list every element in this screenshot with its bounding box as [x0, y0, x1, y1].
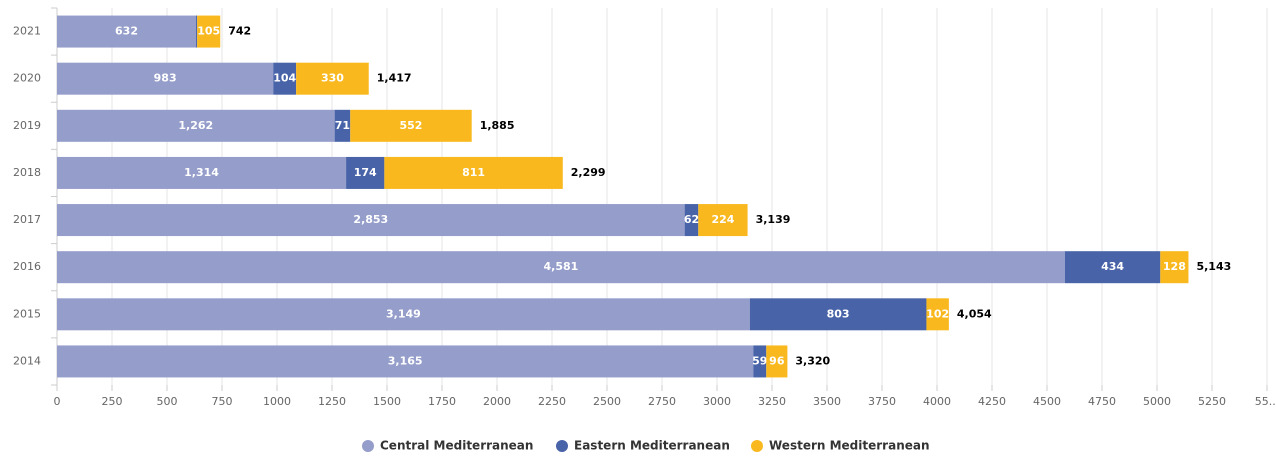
x-tick-label: 1750: [428, 395, 456, 408]
bar-label: 811: [462, 166, 485, 179]
x-tick-label: 3000: [703, 395, 731, 408]
bar-label: 4,581: [544, 260, 579, 273]
bar-label: 128: [1163, 260, 1186, 273]
bar-segment: [346, 156, 385, 189]
x-tick-label: 55...: [1255, 395, 1276, 408]
bar-label: 71: [335, 119, 350, 132]
bar-label: 552: [399, 119, 422, 132]
bar-segment: [57, 62, 274, 95]
bar-segment: [196, 15, 198, 48]
x-tick-label: 1500: [373, 395, 401, 408]
x-tick-label: 2250: [538, 395, 566, 408]
bar-segment: [57, 15, 197, 48]
x-tick-label: 4250: [978, 395, 1006, 408]
bar-segment: [296, 62, 369, 95]
bar-label: 983: [154, 72, 177, 85]
legend-label: Eastern Mediterranean: [574, 439, 730, 453]
legend-label: Western Mediterranean: [769, 439, 930, 453]
y-tick-label: 2021: [13, 25, 41, 38]
x-tick-label: 4000: [923, 395, 951, 408]
total-label: 742: [228, 25, 251, 38]
bar-segment: [698, 204, 748, 237]
y-tick-label: 2019: [13, 119, 41, 132]
bar-segment: [57, 109, 335, 142]
bar-segment: [926, 298, 949, 331]
legend-marker: [556, 440, 568, 452]
bar-label: 104: [273, 72, 296, 85]
bar-label: 102: [926, 307, 949, 320]
bar-segment: [57, 251, 1065, 284]
y-tick-label: 2014: [13, 354, 41, 367]
bar-segment: [766, 345, 788, 378]
bar-label: 632: [115, 25, 138, 38]
bar-label: 1,262: [178, 119, 213, 132]
bar-label: 174: [354, 166, 377, 179]
bar-segment: [57, 298, 750, 331]
y-tick-label: 2015: [13, 307, 41, 320]
bar-label: 330: [321, 72, 344, 85]
x-tick-label: 5250: [1198, 395, 1226, 408]
bar-label: 803: [827, 307, 850, 320]
total-label: 2,299: [571, 166, 606, 179]
legend-marker: [362, 440, 374, 452]
x-tick-label: 4750: [1088, 395, 1116, 408]
y-tick-label: 2018: [13, 166, 41, 179]
total-label: 1,885: [480, 119, 515, 132]
bar-segment: [197, 15, 221, 48]
bar-label: 62: [684, 213, 699, 226]
legend-marker: [751, 440, 763, 452]
bar-segment: [57, 345, 754, 378]
bar-segment: [273, 62, 297, 95]
bar-label: 224: [711, 213, 734, 226]
total-label: 5,143: [1196, 260, 1231, 273]
bar-label: 59: [752, 354, 767, 367]
bar-segment: [753, 345, 767, 378]
total-label: 4,054: [957, 307, 992, 320]
x-tick-label: 250: [102, 395, 123, 408]
x-tick-label: 500: [157, 395, 178, 408]
bar-label: 434: [1101, 260, 1124, 273]
y-tick-label: 2020: [13, 72, 41, 85]
x-tick-label: 2000: [483, 395, 511, 408]
total-label: 1,417: [377, 72, 412, 85]
bar-label: 3,149: [386, 307, 421, 320]
legend-label: Central Mediterranean: [380, 439, 533, 453]
total-label: 3,320: [795, 354, 830, 367]
x-tick-label: 0: [54, 395, 61, 408]
bar-segment: [1160, 251, 1189, 284]
bar-segment: [1064, 251, 1161, 284]
bar-segment: [384, 156, 563, 189]
y-tick-label: 2016: [13, 260, 41, 273]
bar-segment: [684, 204, 699, 237]
bar-segment: [57, 156, 347, 189]
x-tick-label: 3750: [868, 395, 896, 408]
bar-segment: [749, 298, 927, 331]
bar-label: 2,853: [353, 213, 388, 226]
y-tick-label: 2017: [13, 213, 41, 226]
bar-segment: [350, 109, 472, 142]
bar-label: 3,165: [388, 354, 423, 367]
x-tick-label: 3250: [758, 395, 786, 408]
x-tick-label: 2750: [648, 395, 676, 408]
bar-segment: [57, 204, 685, 237]
bar-label: 1,314: [184, 166, 219, 179]
x-tick-label: 3500: [813, 395, 841, 408]
x-tick-label: 1250: [318, 395, 346, 408]
total-label: 3,139: [756, 213, 791, 226]
bar-label: 105: [197, 25, 220, 38]
x-tick-label: 2500: [593, 395, 621, 408]
bar-label: 96: [769, 354, 785, 367]
x-tick-label: 5000: [1143, 395, 1171, 408]
bar-segment: [334, 109, 351, 142]
x-tick-label: 1000: [263, 395, 291, 408]
x-tick-label: 750: [212, 395, 233, 408]
x-tick-label: 4500: [1033, 395, 1061, 408]
